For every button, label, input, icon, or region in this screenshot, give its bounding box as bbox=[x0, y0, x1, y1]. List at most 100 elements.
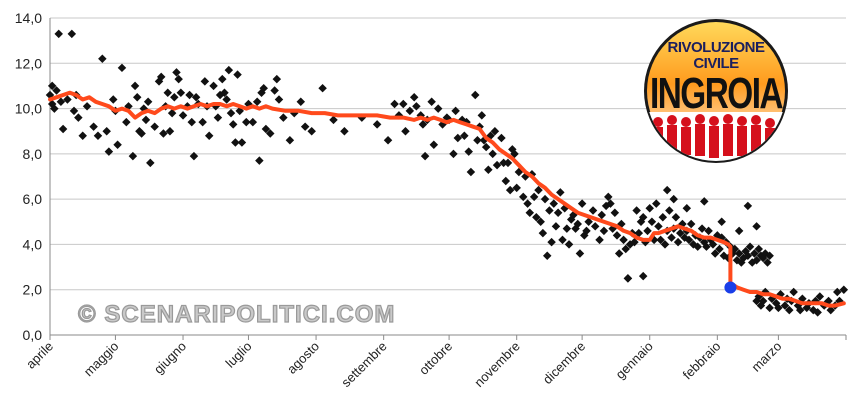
data-point bbox=[525, 208, 535, 217]
data-point bbox=[56, 97, 66, 107]
data-point bbox=[704, 226, 713, 236]
data-point bbox=[780, 301, 790, 310]
y-tick-label: 0,0 bbox=[23, 327, 43, 343]
data-point bbox=[658, 213, 668, 222]
data-point bbox=[508, 145, 517, 154]
data-point bbox=[176, 88, 186, 97]
data-point bbox=[505, 185, 515, 195]
data-point bbox=[340, 126, 349, 136]
data-point bbox=[274, 95, 284, 104]
data-point bbox=[826, 305, 835, 315]
data-point bbox=[270, 86, 279, 95]
data-point bbox=[752, 256, 761, 265]
data-point bbox=[654, 222, 663, 231]
data-point bbox=[113, 140, 122, 150]
data-point bbox=[662, 185, 672, 195]
data-point bbox=[143, 97, 153, 107]
data-point bbox=[47, 81, 57, 91]
data-point bbox=[492, 160, 502, 170]
data-point bbox=[538, 228, 548, 238]
data-point bbox=[429, 140, 439, 150]
data-point bbox=[261, 124, 271, 134]
data-point bbox=[673, 237, 683, 247]
data-point bbox=[102, 126, 111, 136]
data-point bbox=[78, 131, 87, 140]
data-point bbox=[623, 274, 633, 283]
data-point bbox=[285, 136, 295, 145]
data-point bbox=[187, 117, 196, 127]
logo-line1: RIVOLUZIONE bbox=[667, 39, 764, 56]
data-point bbox=[420, 151, 430, 161]
data-point bbox=[471, 90, 480, 100]
data-point bbox=[833, 287, 842, 297]
data-point bbox=[318, 83, 327, 93]
data-point bbox=[104, 147, 114, 156]
data-point bbox=[466, 167, 476, 177]
y-tick-label: 14,0 bbox=[15, 10, 42, 26]
data-point bbox=[497, 133, 506, 143]
y-tick-label: 8,0 bbox=[23, 146, 43, 162]
data-point bbox=[529, 192, 539, 202]
data-point bbox=[50, 104, 59, 113]
data-point bbox=[248, 117, 258, 127]
data-point bbox=[224, 65, 234, 75]
data-point bbox=[109, 95, 118, 104]
data-point bbox=[460, 131, 469, 140]
data-point bbox=[638, 271, 648, 281]
data-point bbox=[218, 74, 227, 84]
data-point bbox=[477, 111, 487, 120]
data-point bbox=[734, 226, 744, 236]
data-point bbox=[647, 217, 657, 227]
data-point bbox=[451, 106, 460, 116]
data-point bbox=[682, 203, 692, 213]
data-point bbox=[242, 117, 251, 127]
data-point bbox=[610, 208, 620, 217]
data-point bbox=[259, 83, 268, 93]
x-tick-label: settembre bbox=[338, 339, 389, 390]
data-point bbox=[58, 124, 68, 134]
data-point bbox=[130, 81, 140, 91]
x-tick-labels: aprile maggio giugno luglio agosto settembre o… bbox=[23, 335, 847, 390]
data-point bbox=[89, 122, 98, 131]
y-tick-label: 4,0 bbox=[23, 236, 43, 252]
data-point bbox=[512, 183, 521, 193]
data-point bbox=[54, 29, 63, 39]
data-point bbox=[226, 108, 236, 118]
data-point bbox=[449, 149, 458, 159]
data-point bbox=[372, 120, 382, 129]
data-point bbox=[252, 97, 262, 107]
data-point bbox=[785, 305, 794, 315]
data-point bbox=[553, 208, 563, 217]
data-point bbox=[839, 285, 849, 294]
highlight-marker bbox=[724, 281, 737, 294]
x-tick-label: dicembre bbox=[540, 339, 588, 387]
data-point bbox=[296, 97, 306, 107]
data-point bbox=[789, 287, 798, 297]
data-point bbox=[645, 203, 654, 213]
data-point bbox=[523, 199, 532, 208]
data-point bbox=[763, 258, 772, 267]
data-point bbox=[490, 126, 500, 136]
data-point bbox=[272, 74, 282, 84]
data-point bbox=[604, 192, 613, 202]
highlight-layer bbox=[724, 281, 737, 294]
y-tick-label: 10,0 bbox=[15, 101, 42, 117]
data-point bbox=[503, 158, 513, 168]
watermark-text: © SCENARIPOLITICI.COM bbox=[78, 301, 395, 328]
data-point bbox=[170, 93, 179, 102]
data-point bbox=[562, 224, 572, 233]
data-point bbox=[156, 72, 166, 82]
data-point bbox=[652, 199, 661, 208]
data-point bbox=[141, 115, 151, 125]
data-point bbox=[765, 303, 774, 313]
data-point bbox=[69, 106, 79, 116]
data-point bbox=[473, 136, 482, 145]
data-point bbox=[669, 194, 678, 204]
data-point bbox=[412, 102, 421, 111]
data-point bbox=[697, 224, 707, 233]
data-point bbox=[665, 206, 674, 215]
y-tick-label: 12,0 bbox=[15, 55, 42, 71]
data-point bbox=[577, 199, 587, 208]
data-point bbox=[590, 222, 600, 231]
data-point bbox=[614, 249, 624, 258]
